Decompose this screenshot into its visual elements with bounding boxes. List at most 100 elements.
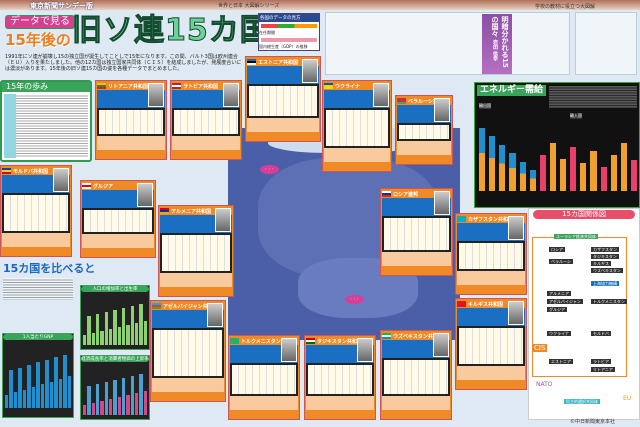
bar <box>67 376 72 408</box>
title-sub: 15年後の <box>5 31 71 49</box>
flag-icon <box>82 183 91 189</box>
country-card: ベラルーシ共和国 <box>395 95 453 165</box>
bar <box>49 381 54 408</box>
bar <box>134 322 139 345</box>
gnp-chart-title: 1人当たりGNP <box>3 334 73 340</box>
shanghai-label: 上海協力機構 <box>591 281 619 286</box>
relation-country: モルドバ <box>591 331 611 336</box>
country-name: タジキスタン共和国 <box>317 338 362 345</box>
series-tagline: 学校の教材に役立つ大図解 <box>535 4 596 10</box>
bar <box>126 394 130 415</box>
country-card-title: ラトビア共和国 <box>172 82 240 90</box>
country-name: エストニア共和国 <box>258 59 299 66</box>
flag-icon <box>306 338 315 344</box>
population-chart-title: 人口の増加率と出生率 <box>81 286 149 292</box>
bar <box>108 328 113 345</box>
bar <box>139 373 143 415</box>
country-name: ロシア連邦 <box>393 191 419 198</box>
bar <box>104 381 108 415</box>
population-chart: 人口の増加率と出生率 <box>80 285 150 350</box>
bar <box>121 307 126 345</box>
bar <box>54 357 58 408</box>
paper-name: 東京新聞サンデー版 <box>30 2 93 10</box>
bar <box>143 320 147 345</box>
country-stats <box>324 83 390 108</box>
relation-country: グルジア <box>547 307 567 312</box>
country-stats <box>97 83 165 108</box>
relation-country: ロシア <box>549 247 565 252</box>
leader-photo <box>148 83 164 107</box>
energy-bar <box>610 155 617 191</box>
relation-country: ラトビア <box>591 359 611 364</box>
flag-icon <box>152 303 161 309</box>
flag-icon <box>97 83 106 89</box>
leader-photo <box>215 208 231 232</box>
energy-import-label: 輸入国 <box>570 113 582 119</box>
bar <box>130 305 134 345</box>
flag-icon <box>457 301 466 307</box>
country-card: ウクライナ <box>322 80 392 172</box>
energy-export-label: 輸出国 <box>479 103 491 109</box>
country-note <box>382 252 451 266</box>
country-card-title: グルジア <box>82 182 154 190</box>
energy-bar <box>560 158 567 191</box>
bar <box>31 386 36 408</box>
country-stats <box>2 168 70 193</box>
country-card: ラトビア共和国 <box>170 80 242 160</box>
country-note <box>2 233 70 247</box>
country-note <box>230 396 298 410</box>
country-stats <box>172 83 240 108</box>
country-card: リトアニア共和国 <box>95 80 167 160</box>
bar <box>139 303 143 345</box>
country-stats <box>247 59 319 84</box>
energy-bar <box>620 143 627 191</box>
country-card-title: タジキスタン共和国 <box>306 337 374 345</box>
bar <box>143 390 147 415</box>
country-card-title: ウズベキスタン共和国 <box>382 332 450 340</box>
bar <box>5 394 9 408</box>
gdp-chart <box>172 108 240 136</box>
gdp-chart <box>324 108 390 148</box>
country-name: アゼルバイジャン共和国 <box>163 303 218 310</box>
country-card-title: キルギス共和国 <box>457 300 525 308</box>
bar <box>100 330 104 345</box>
country-card-title: カザフスタン共和国 <box>457 215 525 223</box>
bar <box>91 402 95 415</box>
bar <box>113 309 117 345</box>
energy-bar <box>519 161 526 191</box>
country-card: ウズベキスタン共和国 <box>380 330 452 420</box>
country-card-title: トルクメニスタン <box>230 337 298 345</box>
energy-bar <box>499 144 506 191</box>
country-card-title: エストニア共和国 <box>247 58 319 66</box>
energy-bar <box>529 170 536 191</box>
history-timeline: 15年の歩み <box>0 80 92 162</box>
relation-country: トルクメニスタン <box>591 299 627 304</box>
leader-photo <box>207 303 223 327</box>
flag-icon <box>382 333 391 339</box>
country-name: ベラルーシ共和国 <box>408 98 448 105</box>
bar <box>108 398 113 415</box>
bar <box>9 370 13 408</box>
country-note <box>457 271 525 285</box>
country-card-title: ベラルーシ共和国 <box>397 97 451 105</box>
flag-icon <box>230 338 239 344</box>
bar <box>104 311 108 345</box>
top-banner <box>0 0 640 10</box>
country-note <box>82 234 154 248</box>
country-stats <box>306 338 374 363</box>
flag-icon <box>172 83 181 89</box>
country-card: タジキスタン共和国 <box>304 335 376 420</box>
article-headline: 明暗分かれる15の国々 岩田 信幸 <box>482 14 512 74</box>
energy-bar <box>630 159 637 191</box>
flag-icon <box>2 168 11 174</box>
country-note <box>247 118 319 132</box>
gdp-chart <box>230 363 298 396</box>
bar <box>113 379 117 415</box>
gdp-chart <box>152 328 224 378</box>
country-stats <box>230 338 298 363</box>
energy-title: エネルギー需給 <box>477 85 547 96</box>
country-stats <box>160 208 232 233</box>
lead-text: 1991年にソ連が崩壊し15の独立国が誕生してことしで15年になります。この間、… <box>5 54 242 72</box>
energy-bar <box>479 128 486 191</box>
energy-text <box>549 86 637 108</box>
